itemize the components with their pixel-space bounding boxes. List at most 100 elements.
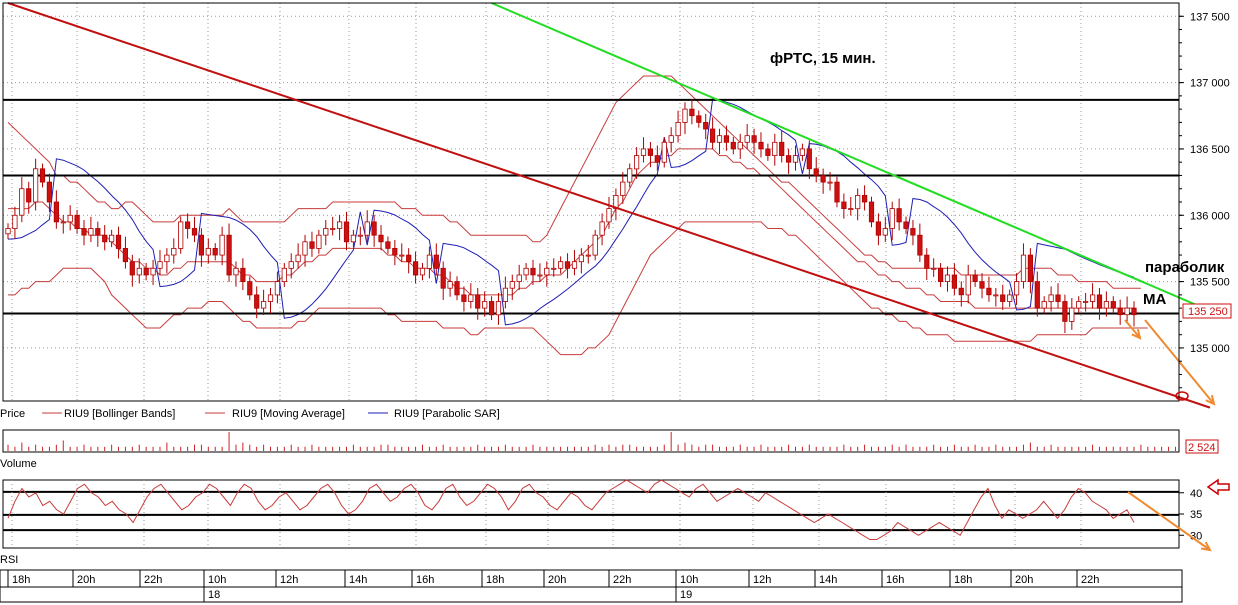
trend-line-red [7, 2, 1211, 409]
parabolic-sar-line [7, 98, 1135, 326]
candle-body [537, 274, 543, 277]
candle-body [19, 188, 25, 216]
candle-body [1055, 294, 1061, 302]
price-panel: 135 000 135 500 136 000 136 500 137 000 137 5… [2, 2, 1232, 409]
candle-body [806, 148, 812, 170]
volume-last-label: 2 524 [1188, 442, 1216, 454]
candle-body [813, 168, 819, 176]
bollinger-bands [7, 75, 1148, 356]
candle-body [88, 228, 94, 236]
candle-body [219, 234, 225, 256]
candle-body [309, 241, 315, 249]
candle-body [426, 254, 433, 269]
candle-body [1048, 294, 1054, 302]
rsi-series-line [7, 479, 1135, 540]
candle-body [792, 155, 799, 163]
time-label-6: 16h [416, 574, 434, 586]
candle-body [288, 261, 294, 269]
candle-body [958, 287, 964, 296]
candle-body [26, 188, 32, 203]
candle-body [827, 181, 833, 184]
candle-body [875, 221, 882, 236]
candle-body [938, 267, 944, 282]
candle-body [46, 181, 53, 203]
candle-body [910, 228, 916, 236]
candle-body [993, 294, 999, 297]
price-ma-arrow-head [1131, 329, 1142, 340]
candle-body [392, 247, 398, 256]
time-label-5: 14h [349, 574, 367, 586]
candle-body [164, 254, 170, 263]
candle-body [129, 261, 135, 276]
y-tick-label-4: 137 000 [1190, 78, 1230, 90]
candle-body [1083, 301, 1089, 303]
candle-body [12, 214, 18, 230]
candle-body [81, 228, 87, 236]
time-label-1: 20h [77, 574, 95, 586]
candle-body [495, 301, 502, 316]
horizontal-levels [3, 98, 1179, 315]
time-label-9: 22h [613, 574, 631, 586]
candle-body [102, 234, 108, 243]
trend-lines [7, 2, 1211, 409]
candle-body [274, 281, 281, 296]
rsi-down-arrow-shaft [1127, 491, 1211, 551]
rsi-tick-label-2: 40 [1190, 488, 1202, 500]
candle-body [578, 254, 585, 263]
candle-body [399, 254, 405, 257]
y-tick-label-5: 137 500 [1190, 11, 1230, 23]
candle-body [454, 281, 460, 296]
candle-body [779, 141, 785, 157]
candle-body [675, 122, 681, 137]
rsi-annotations [1127, 478, 1230, 552]
price-legend: Price RIU9 [Bollinger Bands] RIU9 [Movin… [0, 403, 1182, 423]
candle-body [758, 141, 764, 150]
rsi-left-arrow-icon [1206, 478, 1230, 496]
candle-body [1041, 301, 1047, 309]
annotation-parabolic: параболик [1145, 259, 1225, 276]
candle-body [799, 148, 806, 156]
y-tick-label-1: 135 500 [1190, 277, 1230, 289]
last-price-label: 135 250 [1188, 306, 1228, 318]
candle-body [889, 208, 895, 229]
candle-body [447, 281, 453, 289]
candle-body [171, 247, 177, 256]
candle-body [834, 181, 840, 203]
candle-body [509, 281, 515, 289]
candle-body [67, 214, 73, 223]
candle-body [109, 234, 115, 243]
time-axis: 18h 20h 22h 10h 12h 14h 16h 18h 20h 22h 10h 12h 14h 1… [0, 569, 1183, 603]
candle-body [703, 122, 709, 130]
candle-body [986, 287, 992, 296]
candle-body [233, 267, 239, 276]
candle-body [212, 247, 218, 256]
candle-body [585, 254, 591, 257]
candle-body [178, 221, 184, 249]
candle-body [1062, 301, 1068, 322]
price-ma-arrow-shaft [1124, 319, 1141, 339]
volume-title: Volume [0, 458, 37, 470]
candle-body [530, 267, 536, 276]
candle-body [696, 115, 702, 123]
chart-title: фРТС, 15 мин. [770, 50, 876, 67]
legend-sar: RIU9 [Parabolic SAR] [394, 408, 500, 420]
rsi-panel: 30 35 40 RSI [0, 478, 1230, 566]
candle-body [115, 234, 122, 249]
rsi-tick-label-0: 30 [1190, 530, 1202, 542]
candle-body [1027, 254, 1033, 283]
candle-body [523, 267, 529, 276]
candle-body [896, 208, 902, 223]
candle-body [336, 221, 343, 229]
time-label-8: 20h [548, 574, 566, 586]
candle-body [558, 261, 564, 269]
candle-body [330, 228, 336, 230]
rsi-title: RSI [0, 554, 18, 566]
volume-bars [7, 432, 1176, 451]
candle-body [682, 108, 688, 123]
candle-body [544, 267, 550, 276]
rsi-tick-label-1: 35 [1190, 509, 1202, 521]
candle-body [1090, 294, 1096, 302]
candle-body [198, 234, 204, 256]
y-tick-label-3: 136 500 [1190, 144, 1230, 156]
